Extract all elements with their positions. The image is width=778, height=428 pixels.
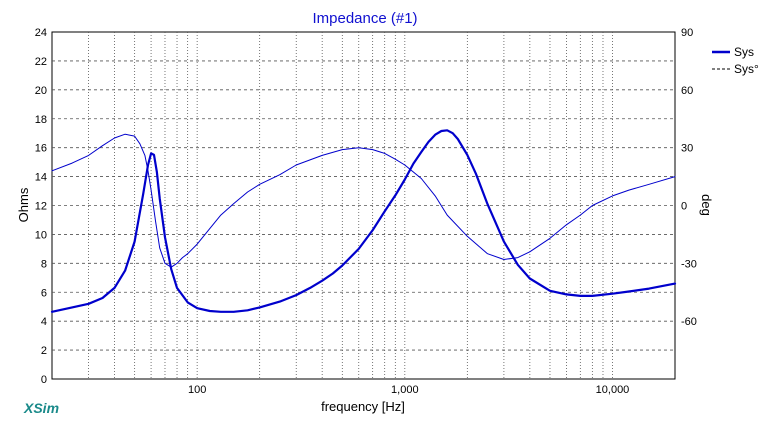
x-tick-label: 100 (188, 384, 206, 396)
legend-label-sys-deg: Sys° (734, 62, 759, 76)
series-line-sys-deg (51, 133, 676, 268)
y2-tick-label: -60 (681, 316, 697, 328)
y-tick-label: 14 (35, 172, 47, 184)
x-tick-label: 10,000 (596, 384, 630, 396)
y-tick-label: 12 (35, 201, 47, 213)
legend-label-sys: Sys (734, 45, 754, 59)
y-tick-label: 24 (35, 27, 47, 39)
y-axis-label: Ohms (16, 187, 31, 222)
y2-axis-label: deg (699, 194, 714, 216)
y-tick-label: 0 (41, 374, 47, 386)
y-tick-label: 22 (35, 56, 47, 68)
y2-tick-label: 60 (681, 85, 693, 97)
series-line-sys (50, 129, 677, 313)
curves (50, 129, 677, 313)
y2-tick-label: 30 (681, 143, 693, 155)
y2-tick-label: -30 (681, 258, 697, 270)
y-tick-label: 8 (41, 258, 47, 270)
y-tick-label: 20 (35, 85, 47, 97)
y2-tick-label: 0 (681, 201, 687, 213)
x-tick-label: 1,000 (391, 384, 419, 396)
y-tick-label: 4 (41, 316, 47, 328)
chart-title: Impedance (#1) (312, 10, 417, 27)
y-tick-label: 16 (35, 143, 47, 155)
grid (52, 32, 675, 379)
y2-tick-label: 90 (681, 27, 693, 39)
xsim-logo: XSim (23, 400, 59, 416)
y-tick-label: 10 (35, 229, 47, 241)
x-axis-label: frequency [Hz] (321, 399, 405, 414)
y-tick-label: 6 (41, 287, 47, 299)
legend: Sys Sys° (712, 45, 759, 76)
y-tick-label: 2 (41, 345, 47, 357)
y-tick-label: 18 (35, 114, 47, 126)
